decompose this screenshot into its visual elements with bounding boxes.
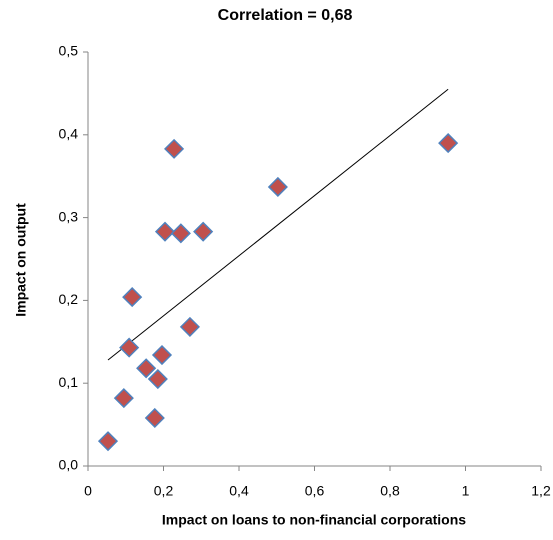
point [193,221,214,242]
point [151,344,173,366]
y-tick-label: 0,4 [59,126,79,142]
x-axis-label: Impact on loans to non-financial corpora… [162,512,466,528]
point [136,358,157,379]
x-tick-label: 0,8 [380,483,400,499]
point [147,368,168,390]
y-tick-label: 0,5 [59,43,79,59]
point [97,431,119,452]
point [154,221,176,242]
y-tick-label: 0,3 [59,208,79,224]
chart-title: Correlation = 0,68 [218,7,353,24]
point [179,316,200,337]
point [267,176,288,198]
point [144,407,165,429]
x-tick-label: 0 [84,483,92,499]
x-tick-label: 1,2 [531,483,551,499]
point [119,337,140,358]
y-tick-label: 0,1 [59,374,79,390]
point [170,223,191,244]
y-tick-label: 0,0 [59,457,79,473]
y-axis-label: Impact on output [13,203,29,317]
point [438,133,459,154]
point [113,388,134,409]
x-tick-label: 0,2 [154,483,174,499]
x-tick-label: 0,4 [229,483,249,499]
trend-line [107,88,449,361]
x-tick-label: 1 [462,483,470,499]
point [122,287,143,308]
x-tick-label: 0,6 [305,483,325,499]
point [164,138,185,159]
y-tick-label: 0,2 [59,291,79,307]
